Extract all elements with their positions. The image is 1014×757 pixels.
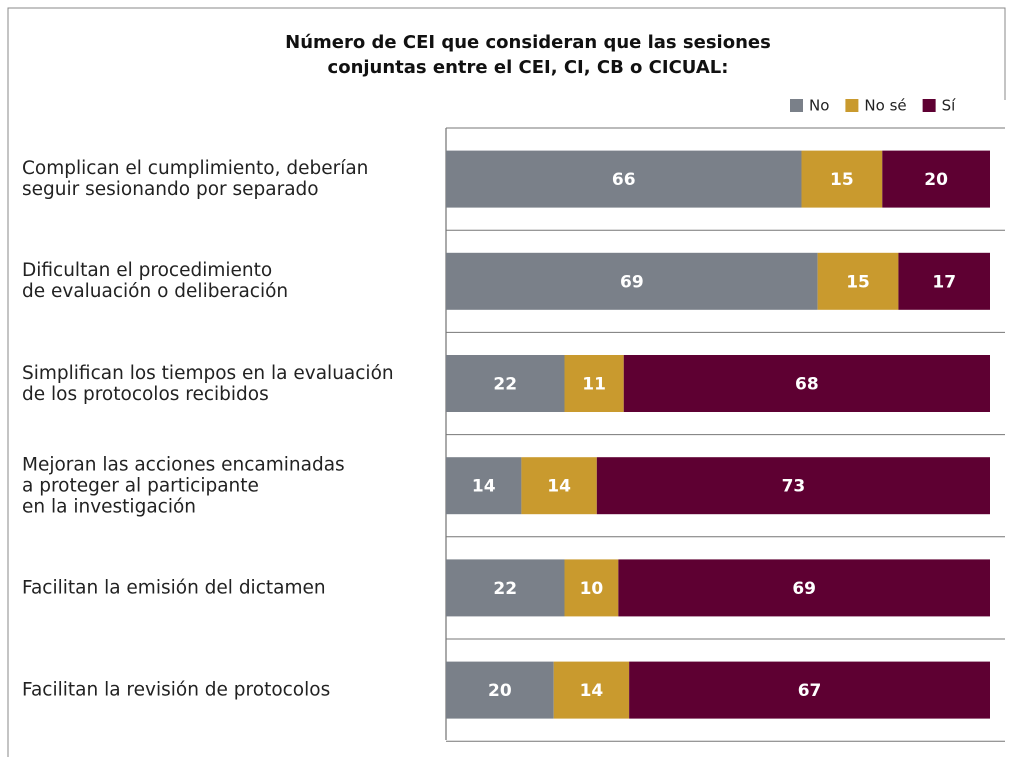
category-label: Mejoran las acciones encaminadas a prote… (22, 454, 345, 518)
bar-segment (521, 457, 597, 515)
value-label: 14 (472, 477, 496, 497)
value-label: 10 (580, 579, 604, 599)
legend-label: No (809, 97, 829, 115)
value-label: 20 (488, 681, 512, 701)
category-label: Facilitan la emisión del dictamen (22, 577, 326, 599)
value-label: 68 (795, 375, 819, 395)
bar-segment (801, 150, 883, 208)
value-label: 17 (932, 272, 956, 292)
value-label: 67 (798, 681, 822, 701)
legend-label: No sé (864, 97, 906, 115)
value-label: 22 (493, 375, 517, 395)
bar-segment (882, 150, 990, 208)
value-label: 15 (846, 272, 870, 292)
bar-segment (898, 252, 990, 310)
bar-segment (446, 150, 802, 208)
legend-swatch (790, 99, 803, 112)
category-label: Facilitan la revisión de protocolos (22, 679, 331, 701)
bar-segment (446, 661, 554, 719)
value-label: 14 (547, 477, 571, 497)
value-label: 69 (792, 579, 816, 599)
value-label: 22 (493, 579, 517, 599)
bar-segment (564, 355, 624, 412)
frame (7, 7, 1006, 757)
bar-segment (618, 559, 990, 617)
bar-segment (629, 661, 990, 719)
bar-segment (817, 252, 899, 310)
value-label: 15 (830, 170, 854, 190)
category-label: Complican el cumplimiento, deberían segu… (22, 158, 369, 201)
bar-segment (623, 355, 990, 412)
bar-segment (446, 252, 818, 310)
bar-segment (446, 355, 565, 412)
bar-segment (446, 559, 565, 617)
chart-title: Número de CEI que consideran que las ses… (285, 32, 771, 78)
bar-segment (446, 457, 522, 515)
bar-segment (553, 661, 630, 719)
legend-swatch (922, 99, 936, 112)
category-label: Simplifican los tiempos en la evaluación… (22, 362, 394, 405)
value-label: 11 (582, 375, 606, 395)
bar-segment (564, 559, 619, 617)
value-label: 14 (580, 681, 604, 701)
value-label: 69 (620, 272, 644, 292)
value-label: 66 (612, 170, 636, 190)
legend-label: Sí (942, 97, 957, 115)
category-label: Dificultan el procedimiento de evaluació… (22, 260, 289, 303)
value-label: 20 (924, 170, 948, 190)
value-label: 73 (782, 477, 806, 497)
legend-swatch (845, 99, 859, 112)
bar-segment (596, 457, 990, 515)
